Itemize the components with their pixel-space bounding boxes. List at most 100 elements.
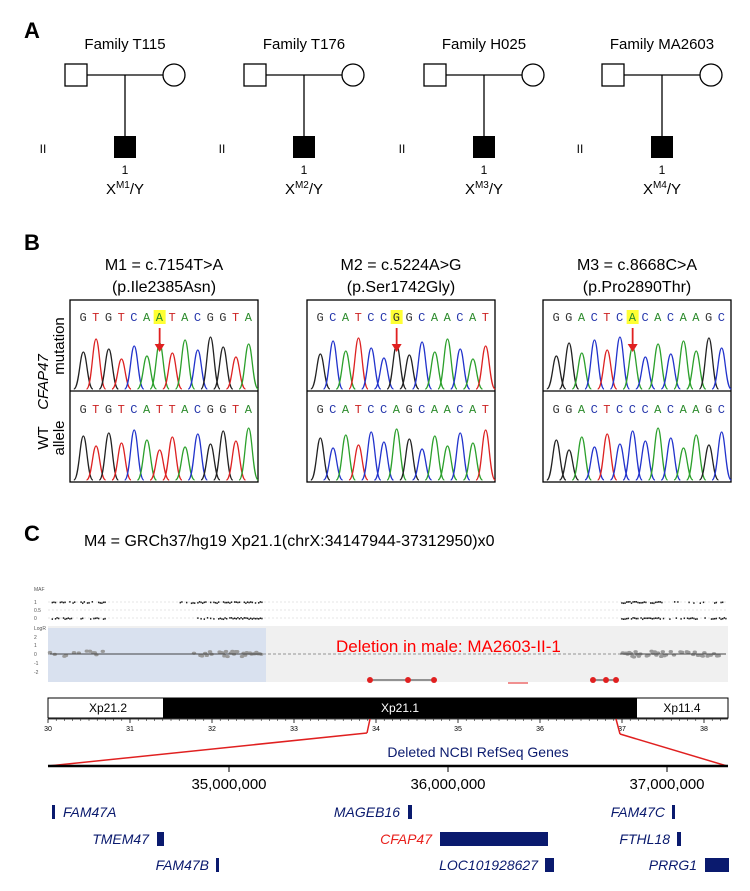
gene-bar-tmem47 xyxy=(157,832,164,846)
svg-text:C: C xyxy=(367,403,375,417)
svg-text:C: C xyxy=(194,403,202,417)
svg-text:A: A xyxy=(245,311,253,325)
child-genotype: XM1/Y xyxy=(106,180,144,198)
family-name: Family T115 xyxy=(84,36,165,53)
chromatogram-trace xyxy=(310,428,496,481)
svg-text:C: C xyxy=(591,311,599,325)
family-name: Family H025 xyxy=(442,36,526,53)
child-id: 1 xyxy=(122,163,129,177)
svg-text:A: A xyxy=(692,403,700,417)
mb-tick-label: 38 xyxy=(700,726,708,733)
svg-text:G: G xyxy=(79,403,87,417)
svg-text:C: C xyxy=(329,311,337,325)
gene-bar-fam47c xyxy=(672,805,675,819)
panel-label-a: A xyxy=(24,18,40,43)
svg-text:G: G xyxy=(316,403,324,417)
svg-text:G: G xyxy=(393,311,401,325)
affected-son-symbol xyxy=(473,136,495,158)
logr-tick-2: 2 xyxy=(34,635,37,641)
svg-text:A: A xyxy=(629,311,637,325)
gene-bar-loc101928627 xyxy=(545,858,554,872)
sanger-panel-m3: M3 = c.8668C>A(p.Pro2890Thr)G G A C T C A C A C A A… xyxy=(542,257,732,483)
logr-tick-m1: -1 xyxy=(34,661,39,667)
svg-text:A: A xyxy=(469,311,477,325)
svg-text:G: G xyxy=(405,403,413,417)
svg-text:G: G xyxy=(79,311,87,325)
sanger-panel-m1: M1 = c.7154T>A(p.Ile2385Asn)G T G T C A A T A C G G… xyxy=(69,257,259,483)
logr-track: LogR 2 1 0 -1 -2 Deletion in male: MA260… xyxy=(34,626,728,682)
mother-symbol xyxy=(521,63,545,87)
svg-text:C: C xyxy=(380,403,388,417)
pedigree-family-3: Family H025III1XM3/Y xyxy=(399,36,545,198)
chromatogram-trace xyxy=(546,427,732,481)
sanger-row-label-mutation: CFAP47 mutation xyxy=(35,317,68,410)
logr-tick-1: 1 xyxy=(34,643,37,649)
gene-bar-cfap47 xyxy=(440,832,548,846)
svg-text:G: G xyxy=(552,311,560,325)
svg-text:C: C xyxy=(718,311,726,325)
child-genotype: XM2/Y xyxy=(285,180,323,198)
svg-text:A: A xyxy=(181,403,189,417)
svg-text:A: A xyxy=(444,403,452,417)
svg-text:G: G xyxy=(105,403,113,417)
svg-text:T: T xyxy=(232,403,240,417)
gene-bar-fam47b xyxy=(216,858,219,872)
gene-label-loc101928627: LOC101928627 xyxy=(439,857,539,873)
gene-label-fthl18: FTHL18 xyxy=(619,831,670,847)
mutation-gene-label: CFAP47 xyxy=(35,354,52,410)
sanger-panel-m2: M2 = c.5224A>G(p.Ser1742Gly)G C A T C C G G C A A C… xyxy=(306,257,496,483)
svg-text:T: T xyxy=(168,403,176,417)
wt-label: WT xyxy=(35,426,52,449)
band-xp21-1 xyxy=(163,698,637,718)
affected-son-symbol xyxy=(114,136,136,158)
svg-text:G: G xyxy=(219,403,227,417)
svg-text:T: T xyxy=(156,403,164,417)
child-id: 1 xyxy=(301,163,308,177)
svg-text:C: C xyxy=(616,403,624,417)
chromosome-ideogram: Xp21.2 Xp21.1 Xp11.4 xyxy=(47,697,729,719)
gene-label-fam47a: FAM47A xyxy=(63,804,116,820)
gene-label-prrg1: PRRG1 xyxy=(649,857,697,873)
affected-son-symbol xyxy=(293,136,315,158)
child-id: 1 xyxy=(659,163,666,177)
svg-text:T: T xyxy=(92,403,100,417)
band-label-xp21-2: Xp21.2 xyxy=(89,701,127,715)
pedigree-family-1: Family T115III1XM1/Y xyxy=(40,36,186,198)
svg-text:C: C xyxy=(130,403,138,417)
genes-title: Deleted NCBI RefSeq Genes xyxy=(387,744,568,760)
zoom-lines xyxy=(47,718,728,767)
svg-text:G: G xyxy=(219,311,227,325)
svg-text:A: A xyxy=(431,311,439,325)
svg-text:A: A xyxy=(444,311,452,325)
gene-label-fam47b: FAM47B xyxy=(156,857,209,873)
svg-text:A: A xyxy=(245,403,253,417)
father-symbol xyxy=(243,63,267,87)
mb-tick-label: 33 xyxy=(290,726,298,733)
deletion-segments xyxy=(367,677,619,684)
svg-text:C: C xyxy=(367,311,375,325)
svg-text:C: C xyxy=(456,403,464,417)
family-name: Family MA2603 xyxy=(610,36,714,53)
svg-text:C: C xyxy=(641,403,649,417)
svg-text:A: A xyxy=(342,311,350,325)
svg-text:G: G xyxy=(565,403,573,417)
coord-tick-37m: 37,000,000 xyxy=(629,776,704,793)
svg-text:A: A xyxy=(393,403,401,417)
svg-text:G: G xyxy=(552,403,560,417)
gene-label-fam47c: FAM47C xyxy=(611,804,666,820)
maf-tick-05: 0.5 xyxy=(34,608,41,614)
svg-text:C: C xyxy=(629,403,637,417)
panel-label-b: B xyxy=(24,230,40,255)
gene-label-cfap47: CFAP47 xyxy=(380,831,433,847)
chromatogram-trace xyxy=(546,336,732,390)
affected-son-symbol xyxy=(651,136,673,158)
maf-track: MAF 1 0.5 0 xyxy=(34,587,728,622)
svg-text:C: C xyxy=(667,403,675,417)
svg-text:A: A xyxy=(680,311,688,325)
svg-text:C: C xyxy=(591,403,599,417)
mutation-word-label: mutation xyxy=(51,317,68,375)
